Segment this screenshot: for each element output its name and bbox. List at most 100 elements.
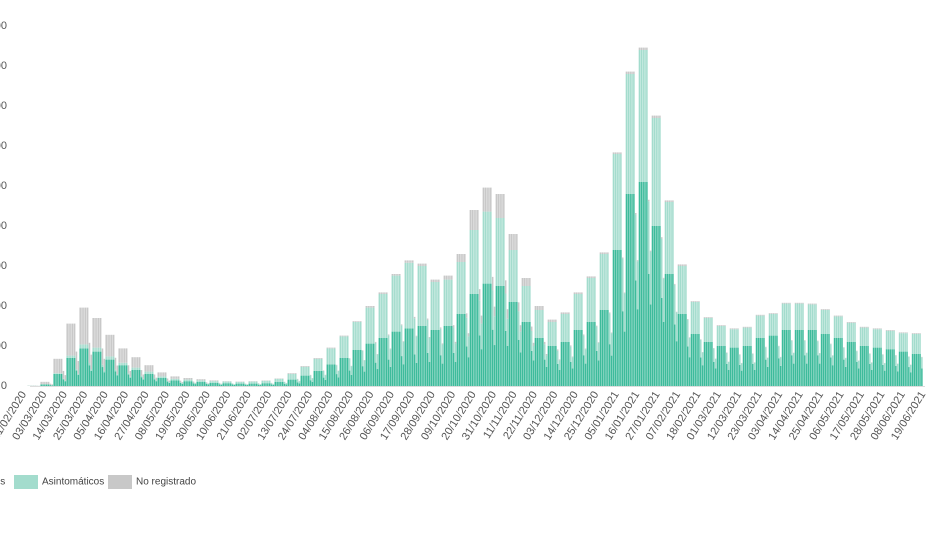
bar-segment — [895, 365, 897, 386]
bar-segment — [527, 286, 529, 322]
bar-segment — [114, 371, 117, 386]
bar-segment — [456, 314, 459, 386]
bar-segment — [530, 330, 533, 351]
bar-segment — [694, 301, 696, 302]
bar-segment — [170, 376, 173, 379]
bar-segment — [207, 384, 210, 386]
bar-segment — [192, 381, 195, 383]
bar-segment — [887, 330, 890, 331]
bar-segment — [783, 302, 786, 304]
bar-segment — [86, 348, 89, 386]
bar-segment — [120, 348, 122, 363]
bar-segment — [558, 360, 561, 370]
bar-segment — [421, 263, 423, 266]
bar-segment — [99, 318, 102, 348]
bar-segment — [449, 279, 451, 326]
bar-segment — [588, 322, 591, 386]
bar-segment — [45, 381, 48, 385]
bar-segment — [503, 218, 505, 286]
bar-segment — [685, 264, 687, 266]
bar-segment — [341, 336, 343, 358]
bar-segment — [482, 187, 485, 212]
bar-segment — [497, 194, 500, 218]
bar-segment — [259, 384, 262, 386]
bar-segment — [281, 382, 284, 386]
bar-segment — [744, 326, 747, 328]
legend-label: Sintomáticos — [0, 477, 5, 488]
bar-segment — [497, 286, 500, 386]
bar-segment — [813, 330, 815, 386]
bar-segment — [588, 276, 591, 278]
bar-segment — [906, 332, 908, 334]
bar-segment — [792, 363, 795, 386]
bar-segment — [155, 381, 158, 386]
bar-segment — [698, 302, 700, 334]
bar-segment — [681, 314, 683, 386]
bar-segment — [239, 383, 241, 386]
bar-segment — [404, 260, 407, 263]
bar-segment — [826, 309, 828, 310]
bar-segment — [664, 202, 667, 274]
bar-segment — [263, 383, 265, 386]
bar-segment — [610, 332, 613, 334]
bar-segment — [111, 359, 113, 386]
bar-segment — [237, 382, 239, 384]
bar-segment — [796, 302, 799, 304]
bar-segment — [417, 326, 420, 386]
bar-segment — [371, 307, 373, 344]
bar-segment — [72, 355, 74, 358]
bar-segment — [813, 303, 815, 305]
bar-segment — [101, 367, 104, 386]
bar-segment — [740, 363, 743, 371]
bar-segment — [716, 325, 719, 326]
bar-segment — [798, 303, 801, 330]
bar-segment — [426, 352, 429, 386]
bar-segment — [328, 348, 330, 365]
bar-segment — [146, 371, 148, 374]
bar-segment — [763, 338, 765, 386]
bar-segment — [605, 254, 607, 310]
bar-segment — [293, 373, 295, 374]
bar-segment — [867, 326, 869, 328]
bar-segment — [190, 378, 193, 380]
bar-segment — [696, 334, 698, 386]
bar-segment — [687, 320, 689, 347]
bar-segment — [406, 260, 408, 263]
bar-segment — [701, 365, 704, 386]
bar-segment — [358, 322, 360, 350]
bar-segment — [438, 330, 440, 386]
bar-segment — [337, 377, 340, 386]
bar-segment — [469, 230, 472, 294]
bar-segment — [651, 115, 654, 118]
bar-segment — [83, 348, 85, 386]
bar-segment — [748, 346, 750, 386]
bar-segment — [495, 286, 498, 386]
bar-segment — [564, 342, 566, 386]
bar-segment — [759, 338, 761, 386]
bar-segment — [525, 322, 527, 386]
bar-segment — [124, 348, 126, 363]
bar-segment — [683, 264, 685, 266]
bar-segment — [818, 353, 821, 364]
bar-segment — [726, 364, 728, 386]
bar-segment — [391, 274, 394, 276]
bar-segment — [373, 307, 375, 344]
bar-segment — [506, 309, 509, 319]
bar-segment — [289, 379, 291, 386]
bar-segment — [151, 365, 154, 372]
bar-segment — [155, 377, 158, 381]
bar-segment — [432, 279, 434, 282]
bar-segment — [872, 329, 875, 348]
bar-segment — [621, 311, 624, 386]
bar-segment — [752, 353, 754, 364]
bar-segment — [623, 293, 626, 332]
bar-segment — [185, 378, 187, 380]
bar-segment — [53, 358, 55, 374]
bar-segment — [891, 330, 893, 350]
bar-segment — [112, 334, 115, 357]
bar-segment — [822, 334, 825, 386]
bar-segment — [508, 302, 511, 386]
bar-segment — [469, 210, 472, 230]
bar-segment — [157, 378, 159, 386]
bar-segment — [512, 234, 514, 250]
